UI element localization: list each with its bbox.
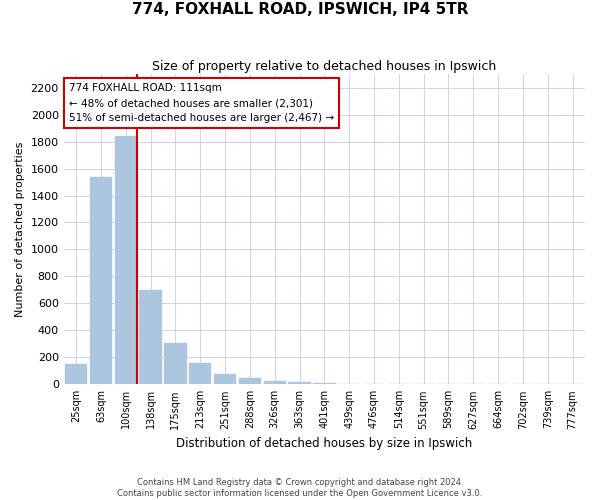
Bar: [115, 136, 137, 384]
Bar: [239, 378, 261, 384]
Bar: [90, 176, 112, 384]
Bar: [313, 383, 335, 384]
Bar: [65, 364, 87, 384]
Bar: [139, 290, 162, 384]
Bar: [164, 342, 187, 384]
Y-axis label: Number of detached properties: Number of detached properties: [15, 142, 25, 317]
Bar: [263, 381, 286, 384]
Bar: [214, 374, 236, 384]
X-axis label: Distribution of detached houses by size in Ipswich: Distribution of detached houses by size …: [176, 437, 472, 450]
Text: 774 FOXHALL ROAD: 111sqm
← 48% of detached houses are smaller (2,301)
51% of sem: 774 FOXHALL ROAD: 111sqm ← 48% of detach…: [69, 84, 334, 123]
Text: 774, FOXHALL ROAD, IPSWICH, IP4 5TR: 774, FOXHALL ROAD, IPSWICH, IP4 5TR: [132, 2, 468, 18]
Title: Size of property relative to detached houses in Ipswich: Size of property relative to detached ho…: [152, 60, 496, 73]
Bar: [189, 364, 211, 384]
Bar: [289, 382, 311, 384]
Text: Contains HM Land Registry data © Crown copyright and database right 2024.
Contai: Contains HM Land Registry data © Crown c…: [118, 478, 482, 498]
